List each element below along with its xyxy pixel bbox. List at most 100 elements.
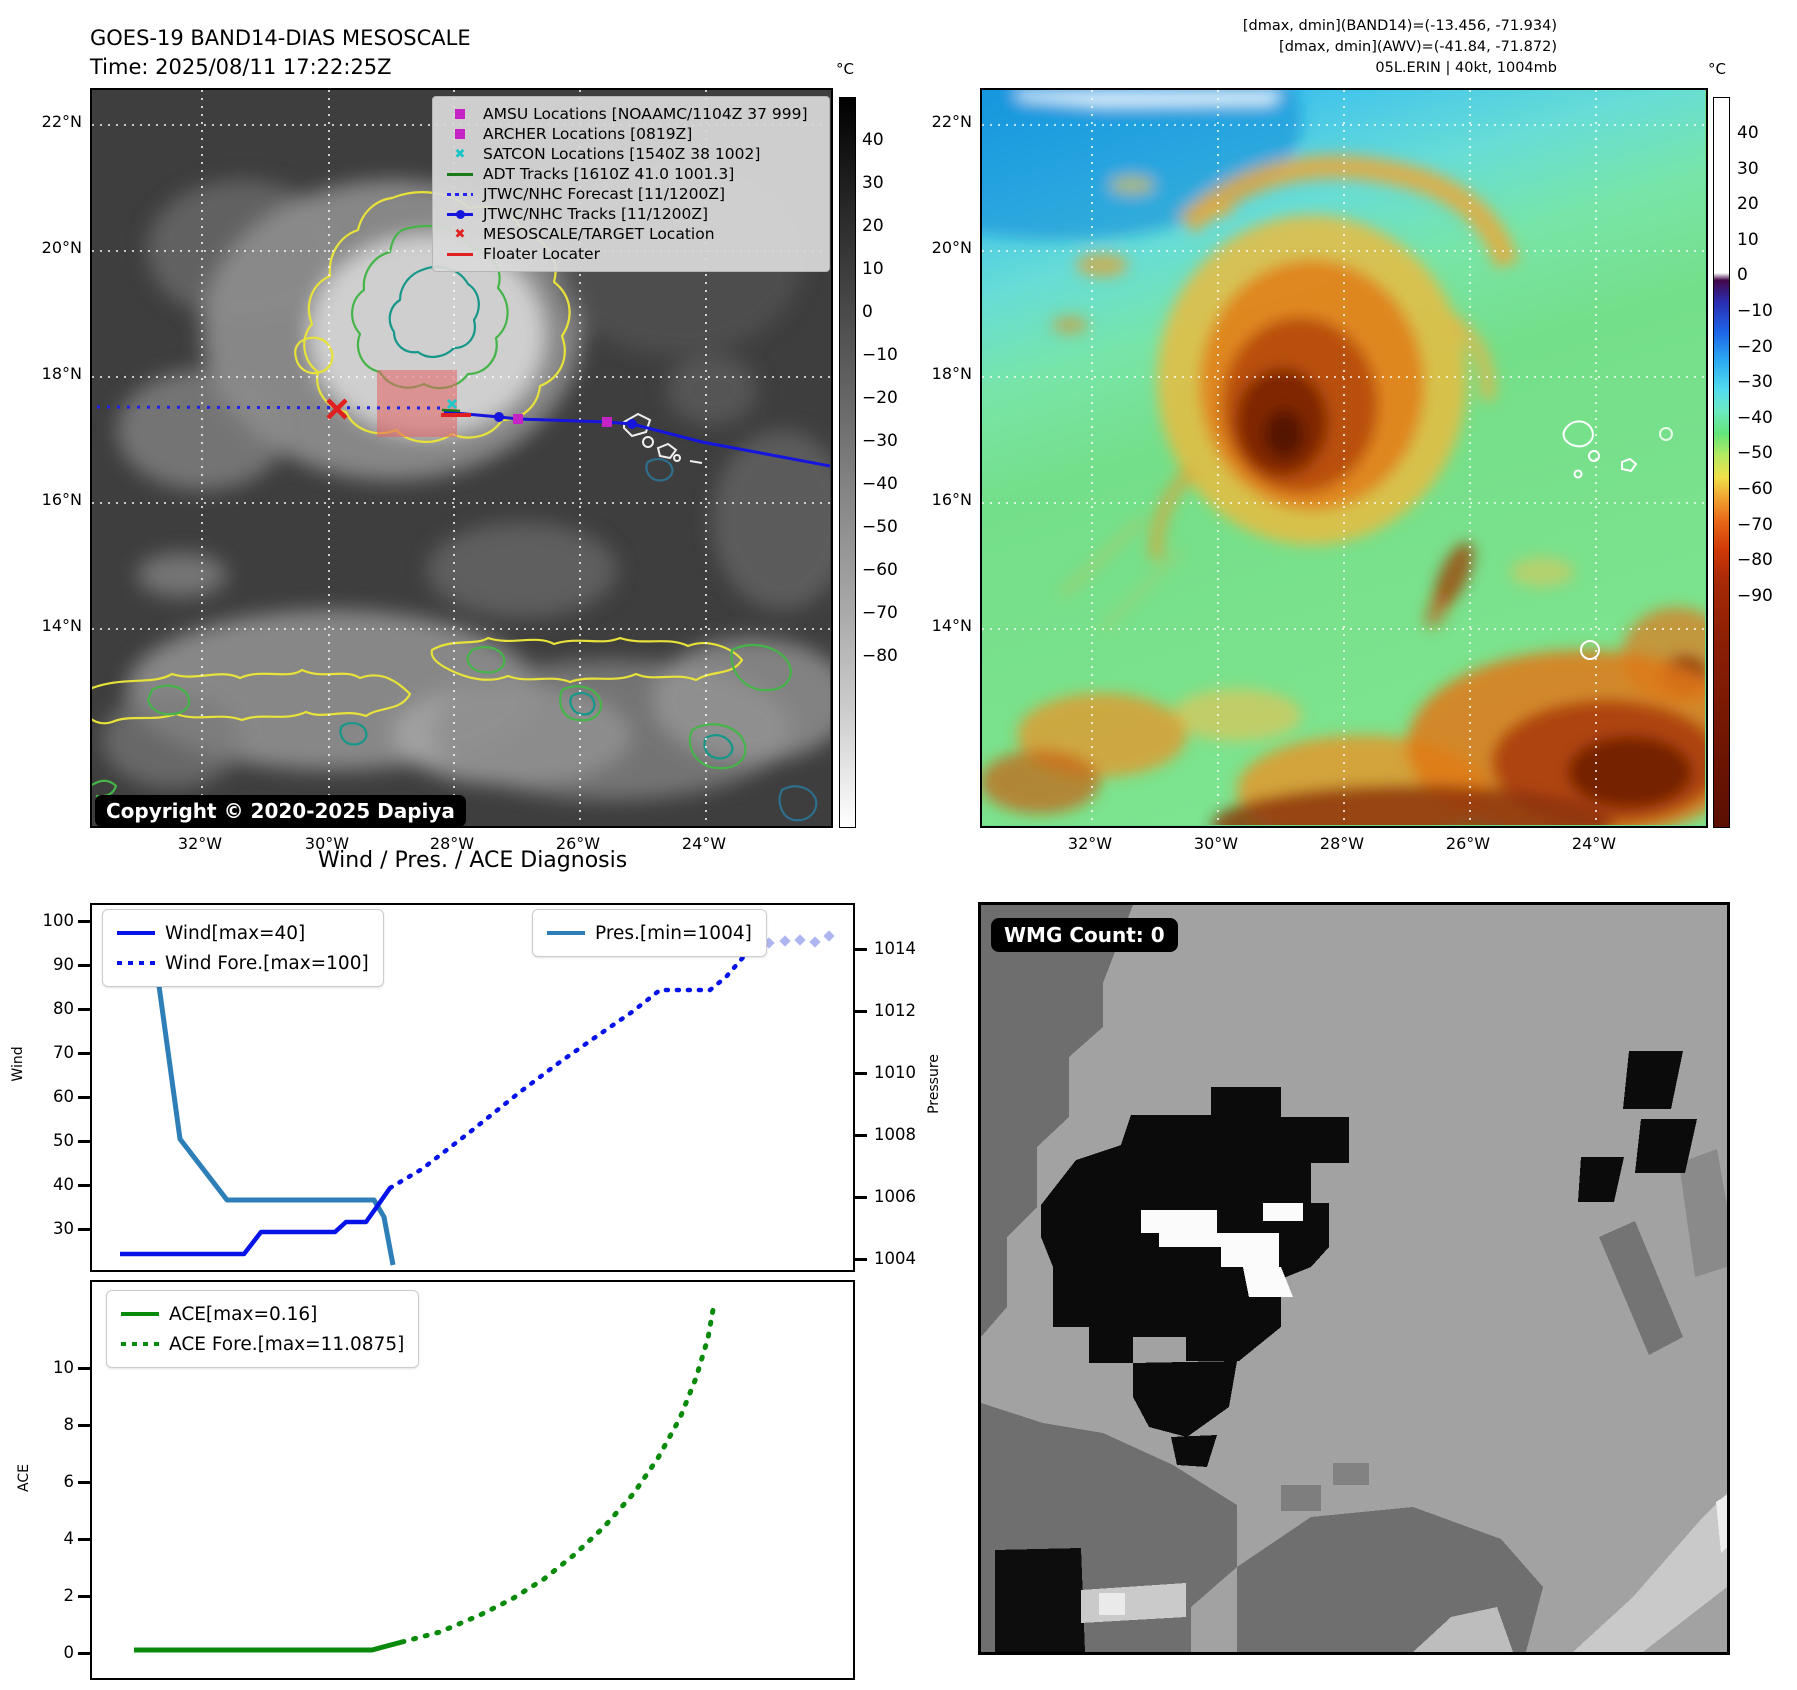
cb-tick: −70 (1737, 515, 1773, 535)
lon-label: 30°W (304, 834, 350, 853)
ace-fore-legend-label: ACE Fore.[max=11.0875] (169, 1333, 405, 1355)
ace-tick: 4 (63, 1529, 75, 1548)
wmg-count-badge: WMG Count: 0 (991, 918, 1178, 952)
tick-mark (78, 1140, 90, 1143)
tick-mark (78, 920, 90, 923)
ace-legend: ACE[max=0.16] ACE Fore.[max=11.0875] (106, 1290, 420, 1368)
lat-label: 14°N (931, 616, 972, 635)
wind-tick: 70 (53, 1043, 74, 1062)
tick-mark (855, 1010, 867, 1013)
legend-label: ARCHER Locations [0819Z] (483, 125, 693, 143)
wmg-dark-streak (1599, 1221, 1683, 1355)
ace-forecast-line (399, 1301, 717, 1645)
storm-status: 05L.ERIN | 40kt, 1004mb (1375, 60, 1557, 76)
satcon-x-icon: ✖ (454, 146, 466, 162)
lat-label: 18°N (41, 364, 82, 383)
band14-map: 42 54 AMSU Locations [NOAAMC/1104Z 37 99… (85, 88, 852, 828)
map-legend: AMSU Locations [NOAAMC/1104Z 37 999] ARC… (432, 96, 830, 272)
cb-tick: −90 (1737, 586, 1773, 606)
copyright-badge: Copyright © 2020-2025 Dapiya (95, 795, 466, 827)
wmg-imagery (981, 905, 1727, 1652)
timestamp: Time: 2025/08/11 17:22:25Z (90, 55, 392, 79)
legend-label: MESOSCALE/TARGET Location (483, 225, 715, 243)
ace-tick: 10 (53, 1358, 74, 1377)
wind-tick: 40 (53, 1175, 74, 1194)
legend-item-tracks: JTWC/NHC Tracks [11/1200Z] (445, 204, 817, 224)
lat-label: 20°N (931, 238, 972, 257)
legend-item-archer: ARCHER Locations [0819Z] (445, 124, 817, 144)
forecast-dotted-icon (445, 192, 475, 196)
cb-tick: 20 (1737, 194, 1759, 214)
wind-tick: 50 (53, 1131, 74, 1150)
cb-tick: 20 (862, 216, 884, 236)
cb-tick: −20 (1737, 337, 1773, 357)
cb-tick: −40 (1737, 408, 1773, 428)
cb-tick: −30 (1737, 372, 1773, 392)
tick-mark (78, 1424, 90, 1427)
page-title-block: GOES-19 BAND14-DIAS MESOSCALE Time: 2025… (90, 24, 471, 82)
ace-fore-legend-row: ACE Fore.[max=11.0875] (121, 1329, 404, 1359)
pressure-tick: 1010 (874, 1063, 916, 1082)
cb-tick: 0 (862, 302, 873, 322)
archer-square-icon (445, 129, 475, 139)
tick-mark (78, 964, 90, 967)
tick-mark (78, 1008, 90, 1011)
tick-mark (855, 1134, 867, 1137)
wmg-white-zigzag (1141, 1210, 1279, 1267)
legend-item-amsu: AMSU Locations [NOAAMC/1104Z 37 999] (445, 104, 817, 124)
wind-tick: 60 (53, 1087, 74, 1106)
lon-label: 26°W (555, 834, 601, 853)
awv-colorbar (1713, 97, 1730, 828)
pressure-axis-label: Pressure (926, 1054, 942, 1114)
wind-legend: Wind[max=40] Wind Fore.[max=100] (102, 909, 384, 987)
cb-tick: −80 (1737, 550, 1773, 570)
cb-tick: 40 (862, 130, 884, 150)
awv-island-contours (1562, 420, 1673, 660)
legend-item-floater: Floater Locater (445, 244, 817, 264)
pressure-tick: 1014 (874, 939, 916, 958)
ace-tick: 2 (63, 1586, 75, 1605)
wind-fore-legend-row: Wind Fore.[max=100] (117, 948, 369, 978)
charts-section-title: Wind / Pres. / ACE Diagnosis (317, 848, 628, 873)
legend-item-satcon: ✖ SATCON Locations [1540Z 38 1002] (445, 144, 817, 164)
wind-fore-legend-label: Wind Fore.[max=100] (165, 952, 369, 974)
tick-mark (855, 948, 867, 951)
wind-tick: 90 (53, 955, 74, 974)
legend-item-forecast: JTWC/NHC Forecast [11/1200Z] (445, 184, 817, 204)
page-title: GOES-19 BAND14-DIAS MESOSCALE (90, 26, 471, 50)
lat-label: 20°N (41, 238, 82, 257)
awv-imagery (822, 0, 1757, 865)
lon-label: 24°W (681, 834, 727, 853)
wind-axis-label: Wind (10, 1046, 26, 1082)
wind-line (120, 1186, 392, 1257)
adt-track (441, 408, 461, 413)
wmg-light-band (1573, 1493, 1727, 1652)
legend-label: Floater Locater (483, 245, 600, 263)
ace-axis-label: ACE (16, 1464, 32, 1492)
cb-tick: −60 (1737, 479, 1773, 499)
tick-mark (78, 1096, 90, 1099)
wind-tick: 100 (42, 911, 75, 930)
legend-item-target: ✖ MESOSCALE/TARGET Location (445, 224, 817, 244)
colorbar-unit: °C (836, 60, 854, 78)
legend-label: JTWC/NHC Forecast [11/1200Z] (483, 185, 726, 203)
legend-label: ADT Tracks [1610Z 41.0 1001.3] (483, 165, 735, 183)
forecast-track-dotted (96, 405, 441, 410)
pres-line-icon (547, 931, 585, 935)
ace-tick: 6 (63, 1472, 75, 1491)
wind-legend-label: Wind[max=40] (165, 922, 306, 944)
ace-chart: ACE[max=0.16] ACE Fore.[max=11.0875] (90, 1280, 855, 1680)
legend-label: AMSU Locations [NOAAMC/1104Z 37 999] (483, 105, 808, 123)
colorbar-unit: °C (1708, 60, 1726, 78)
cb-tick: 40 (1737, 123, 1759, 143)
ace-fore-dotted-icon (121, 1342, 159, 1346)
cb-tick: −70 (862, 603, 898, 623)
wind-fore-dotted-icon (117, 961, 155, 965)
wmg-dark-topleft (981, 905, 1133, 1337)
tick-mark (78, 1538, 90, 1541)
target-x-icon: ✖ (454, 226, 466, 242)
tick-mark (78, 1367, 90, 1370)
lon-label: 28°W (429, 834, 475, 853)
cb-tick: −10 (862, 345, 898, 365)
legend-label: JTWC/NHC Tracks [11/1200Z] (483, 205, 709, 223)
